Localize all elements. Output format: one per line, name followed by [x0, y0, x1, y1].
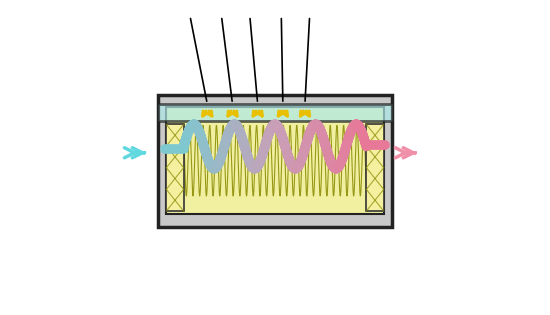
Bar	[166, 124, 184, 211]
Bar	[158, 94, 392, 227]
Bar	[166, 107, 384, 214]
Bar	[366, 124, 384, 211]
Bar	[158, 104, 392, 121]
